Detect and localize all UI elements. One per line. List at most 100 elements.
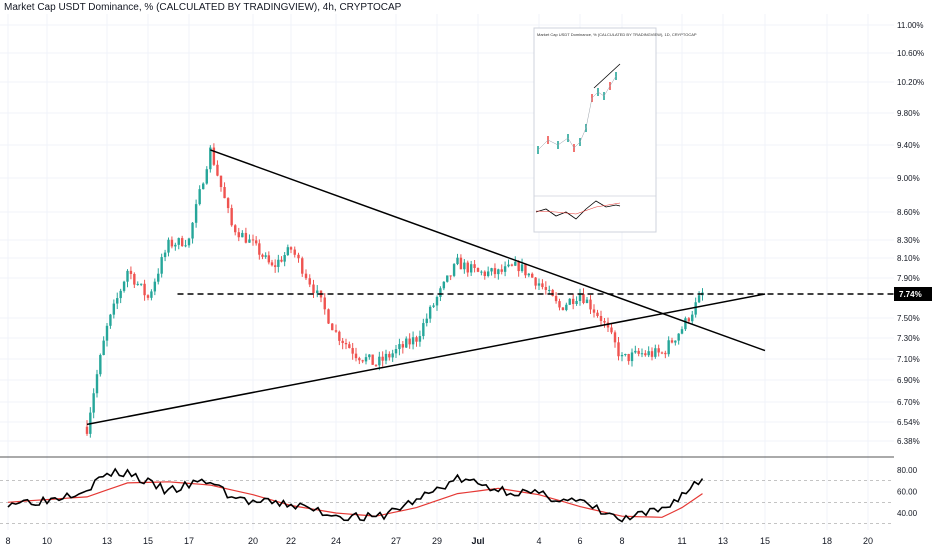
candle-body — [500, 269, 503, 272]
candle-up — [394, 345, 398, 358]
candle-up — [640, 348, 644, 358]
candle-down — [129, 266, 133, 280]
candle-body — [660, 352, 664, 354]
candle-body — [551, 289, 554, 297]
candle-down — [408, 333, 411, 349]
candle-up — [241, 230, 244, 238]
candle-up — [112, 299, 116, 319]
candle-body — [116, 298, 119, 304]
candle-body — [452, 264, 456, 276]
candle-down — [226, 197, 230, 214]
candle-up — [384, 349, 388, 365]
candle-down — [348, 341, 351, 349]
candle-down — [267, 251, 271, 265]
oscillator-tick-label: 40.00 — [897, 509, 918, 518]
candle-down — [143, 279, 146, 301]
candle-body — [694, 302, 697, 315]
candle-body — [129, 270, 133, 274]
candle-body — [351, 348, 354, 354]
candle-down — [449, 275, 452, 281]
candle-body — [610, 327, 613, 333]
candle-down — [670, 337, 674, 344]
candle-body — [697, 295, 701, 303]
price-tick-label: 8.60% — [897, 208, 920, 217]
candle-down — [180, 235, 184, 247]
candle-down — [551, 288, 554, 297]
candle-up — [647, 346, 650, 358]
candle-body — [667, 340, 670, 355]
candle-down — [258, 239, 261, 260]
grid — [0, 14, 894, 530]
candle-body — [234, 225, 237, 233]
candle-body — [191, 222, 194, 239]
candle-down — [327, 308, 330, 325]
candle-down — [351, 342, 354, 360]
candle-up — [187, 237, 191, 248]
candle-body — [449, 275, 452, 277]
candle-down — [510, 263, 514, 267]
candle-down — [381, 351, 384, 367]
candle-body — [422, 323, 425, 337]
candle-up — [548, 285, 551, 294]
candle-body — [277, 259, 280, 267]
candle-body — [126, 270, 129, 282]
candle-up — [520, 258, 524, 273]
candle-body — [394, 349, 398, 354]
candle-down — [133, 272, 136, 288]
candle-up — [286, 244, 290, 257]
candle-body — [216, 164, 219, 176]
candle-up — [463, 259, 466, 274]
candle-down — [571, 293, 575, 310]
candle-down — [280, 256, 283, 263]
candle-up — [674, 340, 677, 346]
candle-body — [585, 299, 589, 304]
candle-up — [194, 199, 198, 228]
candle-up — [680, 326, 684, 335]
price-tick-label: 9.80% — [897, 109, 920, 118]
price-tick-label: 7.30% — [897, 334, 920, 343]
inset-price-line — [537, 75, 617, 151]
candle-body — [388, 353, 391, 358]
candle-body — [432, 305, 435, 307]
price-tick-label: 8.30% — [897, 236, 920, 245]
last-price-tag — [894, 287, 932, 301]
candle-down — [293, 246, 296, 258]
candle-down — [558, 298, 561, 311]
candle-body — [223, 187, 226, 199]
candle-body — [180, 238, 184, 247]
candle-body — [435, 296, 439, 306]
chart-title: Market Cap USDT Dominance, % (CALCULATED… — [4, 2, 402, 13]
candle-up — [503, 261, 507, 277]
candle-body — [230, 208, 233, 226]
candle-up — [490, 267, 493, 276]
candle-down — [304, 269, 308, 280]
candle-down — [589, 295, 592, 314]
candle-up — [456, 253, 459, 266]
candle-body — [297, 254, 300, 259]
candle-body — [323, 297, 326, 310]
candle-down — [476, 267, 480, 273]
candle-up — [691, 310, 694, 325]
candle-body — [112, 303, 116, 315]
candle-up — [514, 256, 517, 267]
ascending-trendline — [86, 293, 766, 426]
candle-body — [446, 275, 449, 282]
candle-body — [194, 204, 198, 223]
candle-up — [364, 353, 368, 365]
candle-body — [469, 264, 473, 273]
candle-body — [624, 353, 627, 356]
candle-body — [677, 333, 680, 341]
candle-body — [374, 364, 378, 366]
candle-body — [205, 169, 208, 184]
candle-up — [428, 305, 432, 323]
candle-up — [537, 278, 541, 291]
candle-body — [534, 277, 537, 286]
inset-rsi-line — [535, 200, 621, 220]
price-tick-label: 7.90% — [897, 274, 920, 283]
candle-body — [338, 331, 341, 341]
candle-body — [558, 301, 561, 308]
candle-body — [657, 348, 660, 353]
candle-up — [209, 145, 212, 173]
candle-body — [244, 232, 248, 243]
